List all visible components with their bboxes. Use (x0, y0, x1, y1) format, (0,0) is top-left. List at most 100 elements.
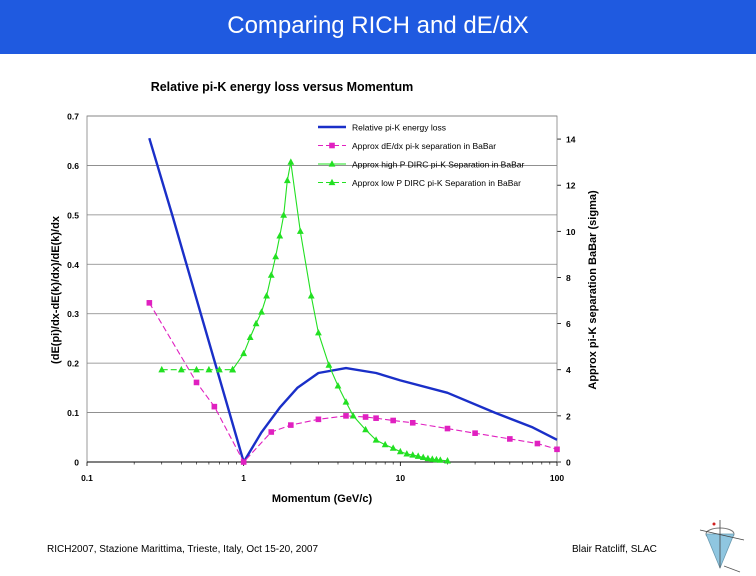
data-point (252, 319, 260, 327)
data-point (328, 160, 336, 167)
data-point (419, 453, 427, 460)
y-axis-label-left: (dE(pi)/dx-dE(k)/dx)/dE(k)/dx (50, 215, 62, 364)
series-line (148, 137, 558, 464)
data-point (444, 457, 451, 464)
slac-detector-logo-icon (699, 520, 745, 573)
legend-label: Approx high P DIRC pi-K Separation in Ba… (352, 159, 524, 169)
x-tick-label: 10 (396, 473, 406, 483)
data-point (444, 425, 451, 432)
data-point (389, 444, 397, 451)
chart-series (146, 137, 560, 465)
data-point (268, 429, 275, 435)
chart-legend: Relative pi-K energy loss Approx dE/dx pi… (318, 122, 524, 188)
data-point (342, 398, 350, 405)
data-point (349, 412, 357, 419)
data-point (472, 430, 478, 436)
data-point (240, 459, 247, 465)
data-point (307, 292, 315, 299)
data-point (334, 382, 342, 389)
y-tick-label-left: 0.6 (67, 161, 79, 171)
data-point (373, 415, 379, 421)
data-point (362, 425, 369, 433)
data-point (246, 333, 254, 341)
legend-label: Relative pi-K energy loss (352, 122, 446, 132)
series-line (148, 302, 558, 463)
data-point (424, 454, 432, 462)
series-line (232, 161, 448, 462)
data-point (296, 227, 304, 234)
data-point (325, 361, 333, 368)
data-point (258, 308, 265, 315)
data-point (146, 300, 153, 306)
slide-title: Comparing RICH and dE/dX (227, 12, 529, 39)
series-relative-pi-k-energy-loss (148, 137, 558, 464)
data-point (215, 365, 223, 373)
data-point (329, 142, 335, 149)
data-point (328, 178, 336, 186)
data-point (554, 446, 560, 453)
x-axis-label: Momentum (GeV/c) (272, 493, 373, 505)
data-point (193, 365, 200, 373)
data-point (381, 440, 389, 448)
data-point (409, 451, 417, 458)
data-point (193, 379, 200, 386)
chart-title: Relative pi-K energy loss versus Momentu… (151, 80, 414, 94)
data-point (436, 456, 444, 463)
y-tick-label-right: 12 (566, 181, 576, 191)
y-tick-label-right: 14 (566, 135, 576, 145)
data-point (403, 450, 411, 457)
data-point (372, 436, 380, 443)
y-tick-label-left: 0.4 (67, 260, 79, 270)
data-point (409, 419, 416, 426)
data-point (428, 455, 436, 462)
y-tick-label-left: 0 (74, 458, 79, 468)
data-point (315, 329, 322, 336)
data-point (229, 365, 237, 373)
y-tick-label-right: 2 (566, 411, 571, 421)
data-point (507, 436, 513, 442)
data-point (267, 271, 275, 278)
y-tick-label-right: 8 (566, 273, 571, 283)
data-point (287, 158, 295, 165)
y-tick-label-right: 10 (566, 227, 576, 237)
data-point (390, 417, 396, 424)
y-tick-label-right: 0 (566, 458, 571, 468)
data-point (211, 403, 218, 410)
y-tick-label-right: 6 (566, 319, 571, 329)
x-tick-label: 1 (241, 473, 246, 483)
data-point (283, 176, 291, 184)
data-point (158, 365, 166, 373)
series-approx-low-p-dirc-pi-k-separation-in-babar (158, 365, 237, 373)
y-tick-label-left: 0.1 (67, 408, 79, 418)
slide-title-bar: Comparing RICH and dE/dX (0, 0, 756, 54)
data-point (276, 232, 284, 239)
y-axis-label-right: Approx pi-K separation BaBar (sigma) (587, 190, 599, 390)
data-point (534, 440, 541, 447)
data-point (177, 365, 185, 373)
x-tick-label: 100 (550, 473, 564, 483)
legend-label: Approx dE/dx pi-k separation in BaBar (352, 141, 496, 151)
y-tick-label-right: 4 (566, 365, 571, 375)
data-point (414, 452, 422, 459)
data-point (288, 422, 294, 428)
footer-conference: RICH2007, Stazione Marittima, Trieste, I… (47, 544, 319, 555)
footer-author: Blair Ratcliff, SLAC (572, 544, 657, 555)
y-tick-label-left: 0.5 (67, 210, 79, 220)
data-point (205, 365, 213, 373)
data-point (280, 211, 288, 218)
y-tick-label-left: 0.7 (67, 112, 79, 122)
series-approx-de-dx-pi-k-separation-in-babar (146, 300, 560, 465)
y-tick-label-left: 0.2 (67, 359, 79, 369)
data-point (315, 416, 322, 423)
data-point (263, 292, 270, 299)
data-point (396, 447, 404, 455)
x-tick-label: 0.1 (81, 473, 93, 483)
data-point (343, 413, 349, 419)
data-point (362, 414, 369, 420)
data-point (240, 349, 248, 357)
y-tick-label-left: 0.3 (67, 309, 79, 319)
data-point (272, 252, 280, 260)
series-approx-high-p-dirc-pi-k-separation-in-babar (229, 158, 451, 464)
